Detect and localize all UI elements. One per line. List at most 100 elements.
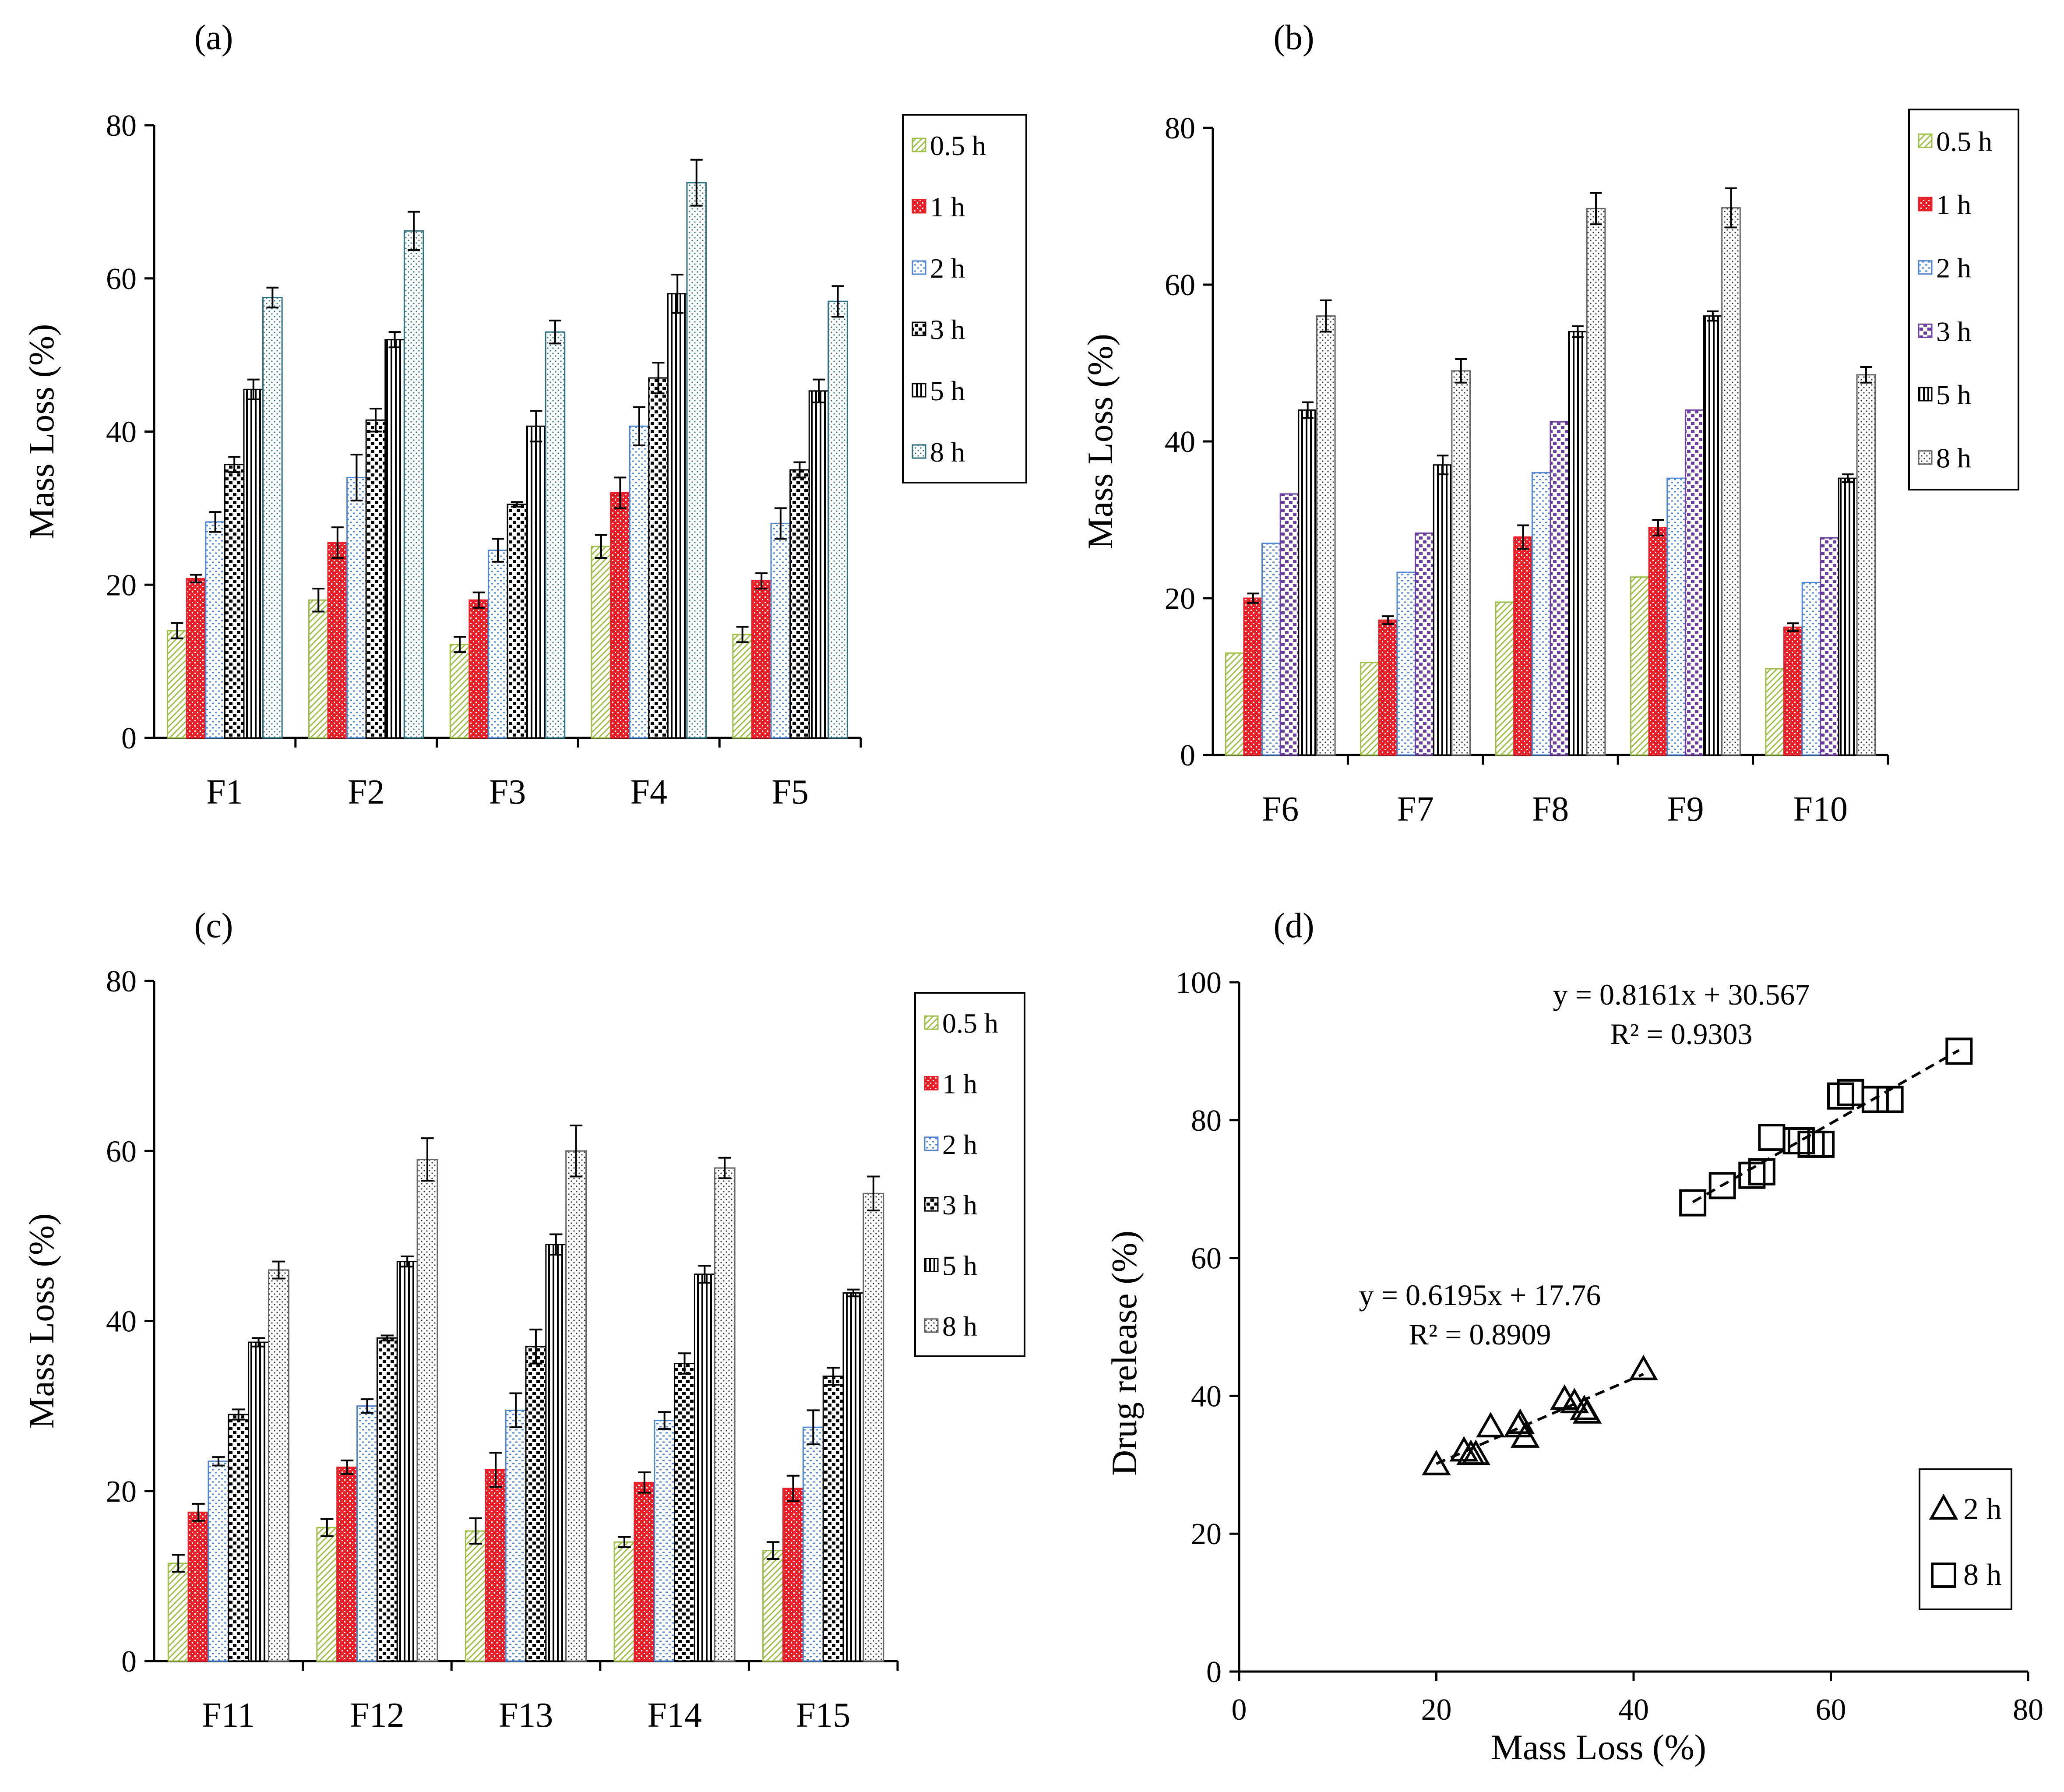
- error-bar: [401, 1255, 414, 1268]
- bar-F3-0.5h: [449, 644, 470, 739]
- data-point: [1679, 1189, 1707, 1217]
- legend-swatch: [924, 1197, 939, 1212]
- bar-F4-8h: [686, 182, 707, 739]
- bar-F11-8h: [268, 1269, 289, 1662]
- bar-F1-0.5h: [167, 630, 187, 739]
- y-tick-label: 60: [106, 1135, 137, 1168]
- bar-F3-8h: [545, 331, 566, 739]
- error-bar: [1455, 358, 1467, 384]
- legend-swatch: [924, 1258, 939, 1272]
- legend-entry-label: 3 h: [930, 314, 965, 345]
- legend-entry-label: 5 h: [1936, 379, 1971, 410]
- trendline: [1692, 1049, 1960, 1203]
- data-point: [1461, 1439, 1490, 1465]
- legend-entry-label: 3 h: [1936, 316, 1971, 347]
- panel-label: (c): [194, 907, 233, 945]
- legend-entry-label: 8 h: [1936, 443, 1971, 474]
- bar-F6-0.5h: [1225, 652, 1245, 756]
- bar-F2-1h: [327, 542, 348, 739]
- y-tick-label: 40: [1191, 1379, 1222, 1413]
- error-bar: [172, 1554, 185, 1573]
- bar-F15-5h: [842, 1292, 864, 1662]
- error-bar: [831, 285, 844, 318]
- bar-F9-5h: [1703, 315, 1723, 756]
- panel-d: (d) 0 20 40 60 80 100 0 20 40 60 80 Mass Loss (%) Dru…: [1104, 907, 2043, 1767]
- x-category-label: F5: [771, 773, 809, 811]
- bar-F9-2h: [1666, 477, 1686, 756]
- error-bar: [569, 1125, 583, 1178]
- bar-F7-8h: [1451, 370, 1471, 756]
- error-bar: [530, 410, 542, 443]
- data-point: [1738, 1161, 1766, 1189]
- error-bar: [793, 461, 806, 479]
- error-bar: [766, 1541, 780, 1560]
- y-tick-label: 0: [1180, 739, 1195, 773]
- y-tick-label: 100: [1176, 966, 1222, 1000]
- error-bar: [1652, 519, 1664, 536]
- data-point: [1945, 1037, 1973, 1065]
- legend-entry-label: 8 h: [942, 1311, 977, 1342]
- bar-F10-3h: [1820, 537, 1839, 756]
- panel-b: (b) 0 20 40 60 80 F6 F7 F8 F9 F10 Mass Loss (%) 0.5 …: [1080, 18, 2019, 829]
- error-bar: [867, 1175, 880, 1212]
- bar-F6-2h: [1261, 543, 1281, 756]
- error-bar: [614, 476, 627, 509]
- error-bar: [1320, 299, 1332, 333]
- error-bar: [678, 1352, 691, 1375]
- y-axis-title: Mass Loss (%): [21, 1213, 61, 1429]
- x-category-label: F10: [1793, 790, 1848, 829]
- x-tick-label: 80: [2013, 1693, 2043, 1727]
- bar-F13-0.5h: [465, 1530, 486, 1662]
- legend-swatch: [924, 1015, 939, 1030]
- error-bar: [171, 622, 183, 639]
- x-category-label: F4: [630, 773, 668, 811]
- legend-entry-label: 2 h: [942, 1129, 977, 1160]
- y-axis-title: Drug release (%): [1104, 1231, 1144, 1476]
- legend-entry-label: 1 h: [942, 1069, 977, 1100]
- y-tick-label: 20: [1191, 1517, 1222, 1551]
- x-category-label: F11: [202, 1696, 255, 1735]
- bar-F13-8h: [565, 1150, 587, 1662]
- legend-swatch: [1918, 260, 1933, 275]
- error-bar: [190, 574, 202, 583]
- y-tick-label: 60: [106, 262, 137, 296]
- data-point: [1787, 1127, 1815, 1155]
- error-bar: [388, 331, 401, 349]
- x-tick-label: 60: [1816, 1693, 1846, 1727]
- bar-F3-2h: [487, 550, 508, 739]
- y-tick-label: 80: [1191, 1104, 1222, 1138]
- legend-box: [902, 114, 1027, 483]
- bar-F6-5h: [1298, 409, 1317, 756]
- data-point: [1708, 1172, 1736, 1199]
- bar-F14-2h: [654, 1420, 676, 1662]
- data-point: [1476, 1412, 1505, 1438]
- error-bar: [595, 534, 607, 559]
- bar-F10-8h: [1856, 374, 1876, 756]
- x-category-label: F13: [499, 1696, 553, 1735]
- error-bar: [658, 1411, 671, 1430]
- bar-F14-0.5h: [613, 1541, 635, 1662]
- error-bar: [454, 636, 466, 653]
- bar-F6-8h: [1316, 315, 1336, 756]
- error-bar: [340, 1459, 354, 1475]
- bar-F12-5h: [396, 1261, 418, 1662]
- bar-F15-8h: [863, 1192, 884, 1662]
- legend-entry-label: 3 h: [942, 1189, 977, 1221]
- error-bar: [360, 1398, 374, 1414]
- legend-box: [914, 992, 1025, 1357]
- panel-c: (c) 0 20 40 60 80 F11 F12 F13 F14 F15 Mass Loss (%)…: [21, 907, 1025, 1735]
- error-bar: [509, 1392, 522, 1429]
- bar-F10-1h: [1783, 626, 1803, 756]
- legend-entry-label: 2 h: [930, 253, 965, 284]
- bar-F8-2h: [1531, 472, 1551, 756]
- bar-F7-0.5h: [1360, 662, 1380, 756]
- r2-annotation: R² = 0.8909: [1409, 1318, 1551, 1351]
- bar-F7-2h: [1396, 571, 1416, 756]
- x-category-label: F8: [1532, 790, 1569, 829]
- bar-F7-1h: [1378, 619, 1398, 756]
- error-bar: [228, 456, 241, 473]
- bar-F1-8h: [262, 296, 283, 739]
- x-category-label: F14: [647, 1696, 702, 1735]
- error-bar: [847, 1288, 860, 1298]
- error-bar: [252, 1337, 265, 1348]
